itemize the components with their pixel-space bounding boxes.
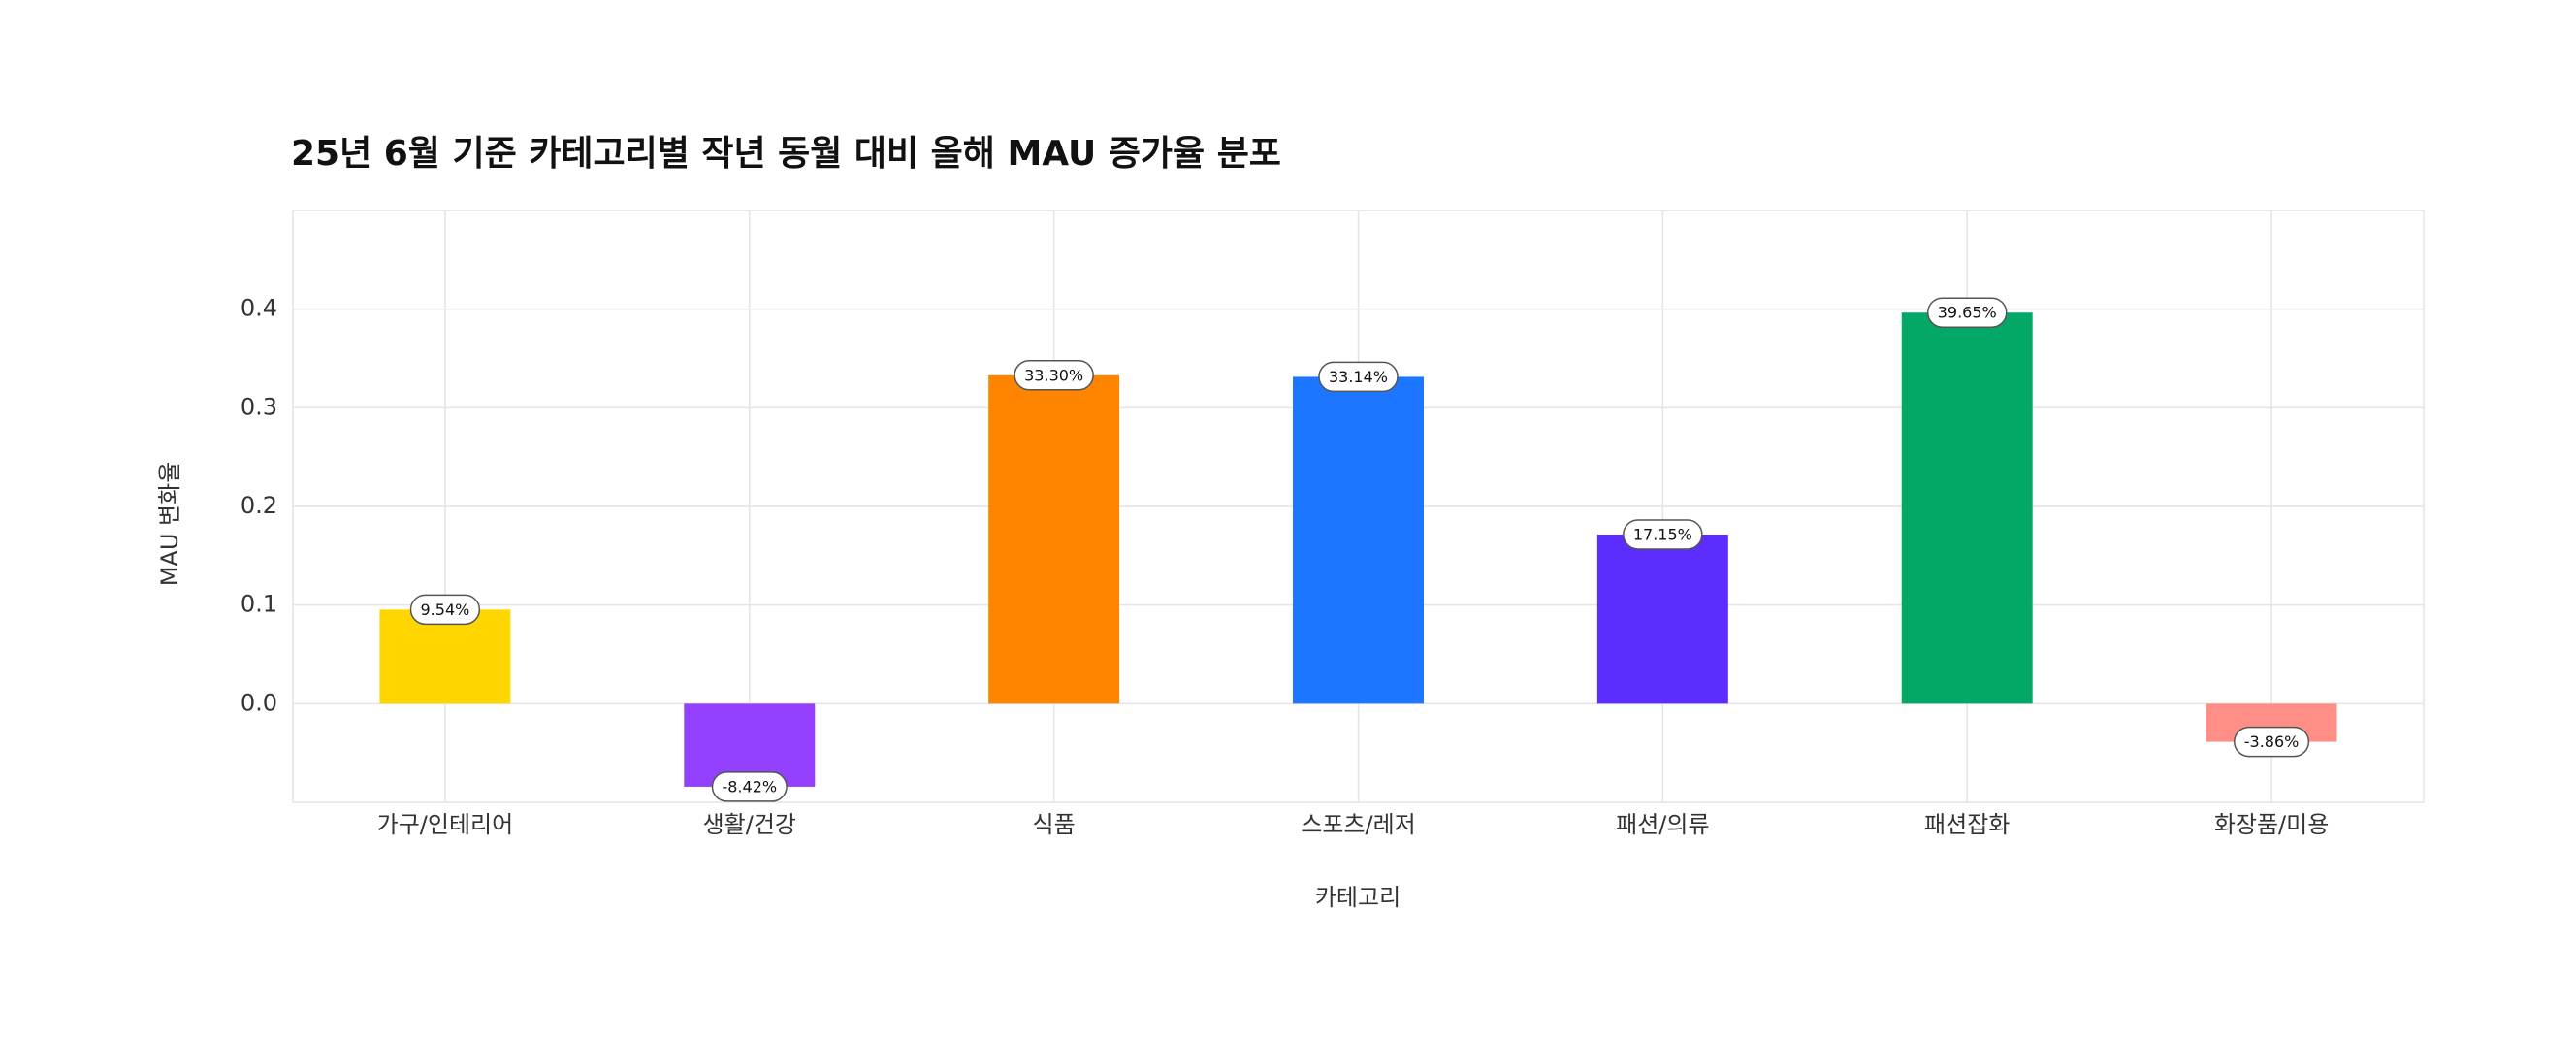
y-tick-label: 0.2 — [241, 492, 277, 519]
bar — [1901, 312, 2033, 704]
bar — [1293, 376, 1424, 704]
y-tick-label: 0.1 — [241, 591, 277, 618]
value-label-box — [1318, 361, 1399, 393]
x-tick-label: 화장품/미용 — [2214, 811, 2330, 838]
bar — [988, 374, 1120, 704]
value-label: 17.15% — [1633, 525, 1692, 543]
value-label-box — [409, 594, 481, 626]
value-label: 39.65% — [1938, 304, 1997, 322]
chart-title: 25년 6월 기준 카테고리별 작년 동월 대비 올해 MAU 증가율 분포 — [291, 134, 1281, 174]
y-tick-label: 0.4 — [241, 295, 277, 322]
value-label: -3.86% — [2244, 732, 2300, 751]
x-tick-label: 패션/의류 — [1616, 811, 1709, 838]
bar — [1596, 534, 1728, 704]
x-tick-label: 식품 — [1033, 811, 1076, 838]
value-label: 33.30% — [1024, 366, 1083, 384]
y-tick-label: 0.0 — [241, 689, 277, 716]
x-tick-label: 생활/건강 — [703, 811, 796, 838]
value-label: 9.54% — [421, 601, 470, 619]
x-axis-title: 카테고리 — [1315, 884, 1401, 911]
x-tick-label: 패션잡화 — [1924, 811, 2010, 838]
value-label-box — [1623, 519, 1703, 550]
value-label-box — [2234, 726, 2310, 758]
x-tick-label: 스포츠/레저 — [1301, 811, 1416, 838]
value-label-box — [1014, 360, 1094, 391]
value-label: -8.42% — [722, 777, 777, 796]
value-label: 33.14% — [1329, 368, 1388, 386]
bar — [379, 609, 511, 704]
y-tick-label: 0.3 — [241, 393, 277, 420]
x-tick-label: 가구/인테리어 — [377, 811, 514, 838]
y-axis-title: MAU 변화율 — [156, 462, 183, 587]
value-label-box — [711, 771, 788, 802]
value-label-box — [1926, 297, 2008, 328]
